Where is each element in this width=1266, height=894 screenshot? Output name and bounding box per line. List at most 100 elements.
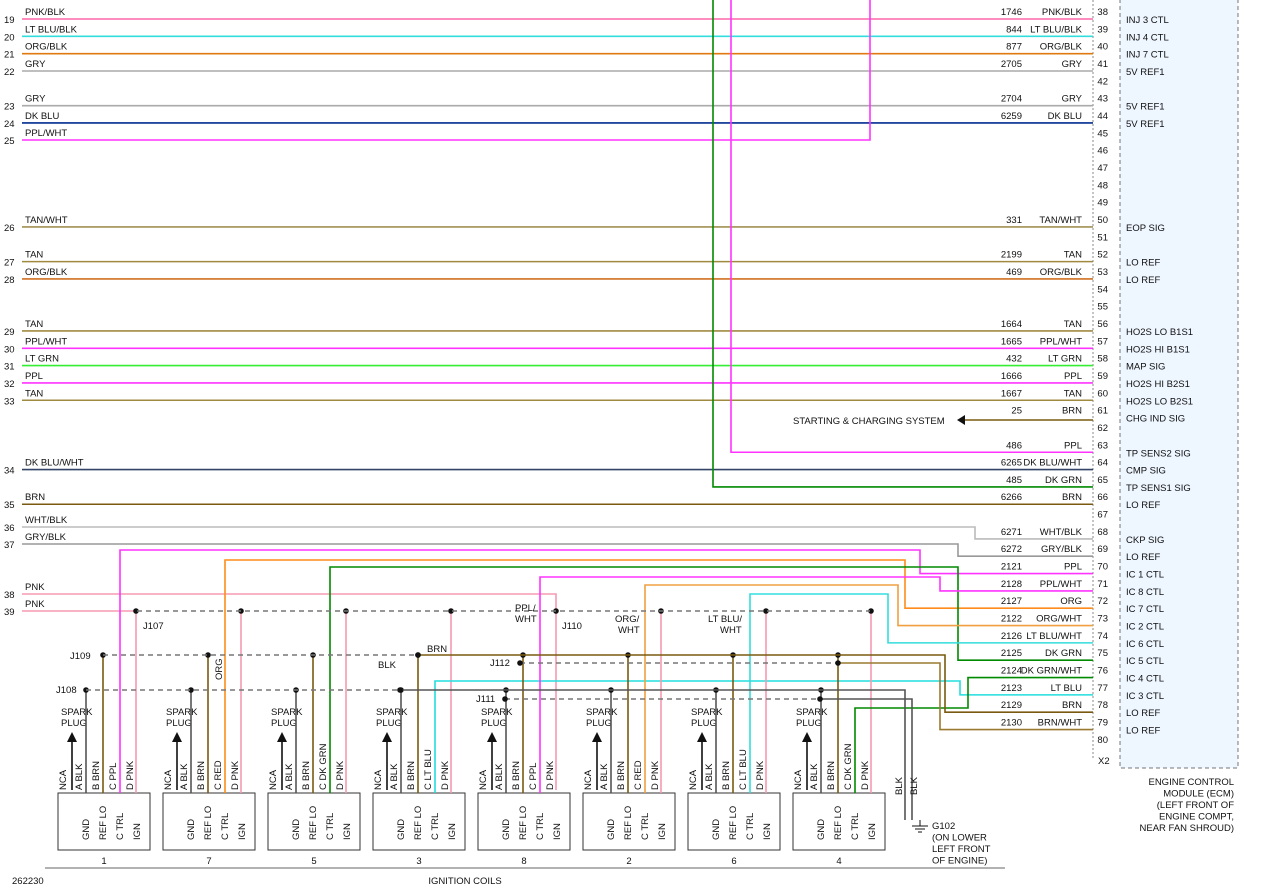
pin-number: 44 xyxy=(1097,111,1108,122)
pin-function: IC 5 CTL xyxy=(1126,656,1164,667)
ctl-wire xyxy=(329,566,1093,793)
circuit-number: 2705 xyxy=(1001,59,1022,70)
splice-dot xyxy=(763,608,769,614)
circuit-number: 2126 xyxy=(1001,631,1022,642)
pin-number: 57 xyxy=(1097,336,1108,347)
row-number: 25 xyxy=(4,136,15,147)
coil-terminal: GND xyxy=(816,819,827,840)
wire-color: GRY xyxy=(1062,94,1083,105)
coil-terminal: REF LO xyxy=(518,806,529,840)
pin-number: 78 xyxy=(1097,700,1108,711)
wire-label: TAN/WHT xyxy=(25,215,68,226)
pin-function: LO REF xyxy=(1126,258,1161,269)
circuit-number: 6272 xyxy=(1001,544,1022,555)
coil-wire-label: D PNK xyxy=(230,760,241,790)
arrow xyxy=(697,732,707,742)
pin-function: TP SENS1 SIG xyxy=(1126,483,1191,494)
coil-wire-label: D PNK xyxy=(755,760,766,790)
coil-box xyxy=(477,792,571,851)
splice-dot xyxy=(835,660,841,666)
coil-terminal: REF LO xyxy=(728,806,739,840)
ecm-label: (LEFT FRONT OF xyxy=(1157,800,1234,811)
spark-plug: SPARK xyxy=(796,707,828,718)
nca: NCA xyxy=(478,769,489,790)
pin-number: 79 xyxy=(1097,718,1108,729)
wire-label: ORG/BLK xyxy=(25,267,68,278)
wire-color: PNK/BLK xyxy=(1042,7,1083,18)
wire-label: TAN xyxy=(25,250,43,261)
wire-label: PNK/BLK xyxy=(25,7,66,18)
coil-terminal: C TRL xyxy=(220,813,231,840)
wire-note: ORG xyxy=(214,658,225,680)
circuit-number: 432 xyxy=(1006,354,1022,365)
circuit-number: 2121 xyxy=(1001,562,1022,573)
circuit-number: 6265 xyxy=(1001,458,1022,469)
pin-function: IC 2 CTL xyxy=(1126,622,1164,633)
coil-box xyxy=(162,792,256,851)
coil-wire-label: C LT BLU xyxy=(423,749,434,790)
ground-label: OF ENGINE) xyxy=(932,856,987,867)
arrow xyxy=(592,732,602,742)
circuit-number: 2130 xyxy=(1001,718,1022,729)
spark-plug: SPARK xyxy=(166,707,198,718)
pin-function: CKP SIG xyxy=(1126,535,1164,546)
coil-wire-label: B BRN xyxy=(826,761,837,790)
wire-label: GRY/BLK xyxy=(25,532,67,543)
pin-function: IC 8 CTL xyxy=(1126,587,1164,598)
spark-plug: PLUG xyxy=(271,718,297,729)
wire-color: BRN/WHT xyxy=(1038,718,1083,729)
nca: NCA xyxy=(58,769,69,790)
spark-plug: SPARK xyxy=(481,707,513,718)
coil-terminal: REF LO xyxy=(833,806,844,840)
ecm-box xyxy=(1119,0,1239,769)
wire-color: DK GRN xyxy=(1045,648,1082,659)
splice-dot xyxy=(188,687,194,693)
wire-label: PPL/WHT xyxy=(25,336,67,347)
coil-terminal: GND xyxy=(186,819,197,840)
pin-function: IC 1 CTL xyxy=(1126,570,1164,581)
coil-terminal: IGN xyxy=(447,823,458,840)
pin-number: 73 xyxy=(1097,614,1108,625)
coil-terminal: IGN xyxy=(762,823,773,840)
pin-function: INJ 7 CTL xyxy=(1126,50,1169,61)
pin-number: 70 xyxy=(1097,562,1108,573)
pin-function: IC 4 CTL xyxy=(1126,674,1164,685)
splice-dot xyxy=(205,652,211,658)
coil-terminal: IGN xyxy=(552,823,563,840)
spark-plug: SPARK xyxy=(691,707,723,718)
coil-terminal: REF LO xyxy=(98,806,109,840)
wire-note: PPL/ xyxy=(515,603,536,614)
coil-terminal: C TRL xyxy=(325,813,336,840)
coil-wire-label: A BLK xyxy=(599,763,610,790)
pin-number: 69 xyxy=(1097,544,1108,555)
wire-label: PNK xyxy=(25,582,45,593)
row-number: 22 xyxy=(4,67,15,78)
coil-terminal: IGN xyxy=(867,823,878,840)
spark-plug: SPARK xyxy=(61,707,93,718)
wire-color: BRN xyxy=(1062,406,1082,417)
row-number: 23 xyxy=(4,102,15,113)
pin-number: 65 xyxy=(1097,475,1108,486)
row-number: 39 xyxy=(4,607,15,618)
splice-dot xyxy=(517,660,523,666)
coil-wire-label: B BRN xyxy=(406,761,417,790)
pin-function: LO REF xyxy=(1126,552,1161,563)
wire-color: GRY xyxy=(1062,59,1083,70)
coil-terminal: IGN xyxy=(657,823,668,840)
coil-box xyxy=(687,792,781,851)
row-number: 33 xyxy=(4,396,15,407)
wire-note: BLK xyxy=(909,776,920,795)
spark-plug: PLUG xyxy=(481,718,507,729)
pin-number: 62 xyxy=(1097,423,1108,434)
coil-number: 7 xyxy=(206,856,211,867)
pin-number: 59 xyxy=(1097,371,1108,382)
arrow xyxy=(67,732,77,742)
ecm-label: MODULE (ECM) xyxy=(1163,789,1234,800)
pin-number: 68 xyxy=(1097,527,1108,538)
pin-number: 40 xyxy=(1097,42,1108,53)
row-number: 36 xyxy=(4,523,15,534)
pin-function: EOP SIG xyxy=(1126,223,1165,234)
pin-number: 61 xyxy=(1097,406,1108,417)
circuit-number: 2127 xyxy=(1001,596,1022,607)
